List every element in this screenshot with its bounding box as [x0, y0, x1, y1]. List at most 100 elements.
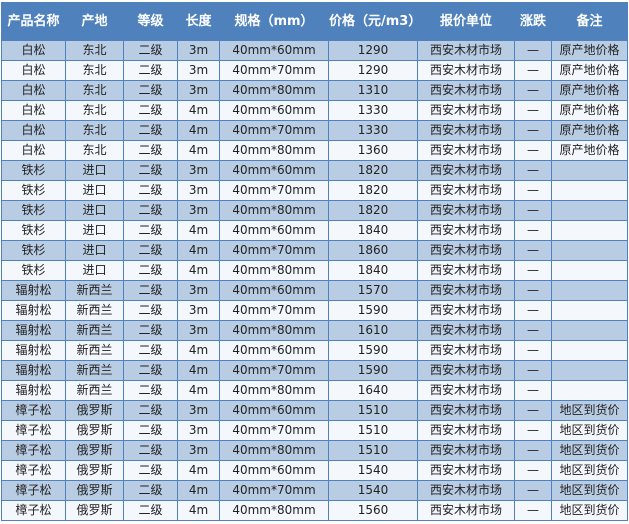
cell-origin: 东北 [65, 140, 124, 161]
cell-grade: 二级 [123, 340, 178, 361]
table-row: 铁杉 进口 二级 3m 40mm*80mm 1820 西安木材市场 — [1, 200, 628, 221]
cell-quote-unit: 西安木材市场 [417, 180, 515, 201]
cell-quote-unit: 西安木材市场 [417, 340, 515, 361]
cell-origin: 新西兰 [65, 340, 124, 361]
cell-change: — [514, 400, 552, 421]
table-row: 白松 东北 二级 3m 40mm*80mm 1310 西安木材市场 — 原产地价格 [1, 80, 628, 101]
cell-spec: 40mm*60mm [219, 460, 329, 481]
cell-quote-unit: 西安木材市场 [417, 320, 515, 341]
cell-product-name: 辐射松 [1, 280, 66, 301]
cell-length: 3m [177, 80, 220, 101]
cell-change: — [514, 340, 552, 361]
cell-remarks: 原产地价格 [551, 80, 628, 101]
table-row: 樟子松 俄罗斯 二级 4m 40mm*60mm 1540 西安木材市场 — 地区到货价 [1, 460, 628, 481]
table-row: 樟子松 俄罗斯 二级 4m 40mm*80mm 1560 西安木材市场 — 地区到货价 [1, 500, 628, 521]
cell-origin: 进口 [65, 200, 124, 221]
header-grade: 等级 [123, 2, 178, 41]
cell-change: — [514, 280, 552, 301]
cell-price: 1820 [328, 200, 418, 221]
cell-price: 1570 [328, 280, 418, 301]
cell-spec: 40mm*80mm [219, 200, 329, 221]
cell-product-name: 樟子松 [1, 500, 66, 521]
table-row: 樟子松 俄罗斯 二级 3m 40mm*80mm 1510 西安木材市场 — 地区到货价 [1, 440, 628, 461]
cell-product-name: 铁杉 [1, 220, 66, 241]
cell-remarks [551, 160, 628, 181]
table-row: 铁杉 进口 二级 4m 40mm*70mm 1860 西安木材市场 — [1, 240, 628, 261]
header-quote-unit: 报价单位 [417, 2, 515, 41]
cell-product-name: 白松 [1, 140, 66, 161]
cell-spec: 40mm*80mm [219, 500, 329, 521]
cell-change: — [514, 140, 552, 161]
cell-length: 3m [177, 320, 220, 341]
cell-price: 1510 [328, 400, 418, 421]
cell-remarks: 原产地价格 [551, 60, 628, 81]
cell-quote-unit: 西安木材市场 [417, 60, 515, 81]
header-price: 价格（元/m3） [328, 2, 418, 41]
cell-change: — [514, 300, 552, 321]
table-row: 白松 东北 二级 4m 40mm*70mm 1330 西安木材市场 — 原产地价格 [1, 120, 628, 141]
cell-length: 4m [177, 500, 220, 521]
cell-quote-unit: 西安木材市场 [417, 440, 515, 461]
cell-price: 1820 [328, 180, 418, 201]
cell-length: 4m [177, 140, 220, 161]
cell-change: — [514, 40, 552, 61]
cell-product-name: 铁杉 [1, 200, 66, 221]
header-product-name: 产品名称 [1, 2, 66, 41]
cell-quote-unit: 西安木材市场 [417, 280, 515, 301]
table-row: 白松 东北 二级 3m 40mm*70mm 1290 西安木材市场 — 原产地价格 [1, 60, 628, 81]
cell-price: 1290 [328, 60, 418, 81]
cell-product-name: 樟子松 [1, 440, 66, 461]
cell-origin: 俄罗斯 [65, 500, 124, 521]
cell-remarks [551, 300, 628, 321]
table-row: 辐射松 新西兰 二级 4m 40mm*80mm 1640 西安木材市场 — [1, 380, 628, 401]
cell-remarks [551, 260, 628, 281]
cell-quote-unit: 西安木材市场 [417, 480, 515, 501]
cell-spec: 40mm*60mm [219, 100, 329, 121]
cell-product-name: 樟子松 [1, 480, 66, 501]
cell-product-name: 辐射松 [1, 380, 66, 401]
cell-grade: 二级 [123, 300, 178, 321]
cell-remarks: 地区到货价 [551, 460, 628, 481]
cell-price: 1640 [328, 380, 418, 401]
cell-grade: 二级 [123, 480, 178, 501]
cell-grade: 二级 [123, 260, 178, 281]
table-row: 辐射松 新西兰 二级 4m 40mm*60mm 1590 西安木材市场 — [1, 340, 628, 361]
cell-grade: 二级 [123, 160, 178, 181]
cell-origin: 俄罗斯 [65, 440, 124, 461]
cell-product-name: 辐射松 [1, 360, 66, 381]
cell-origin: 进口 [65, 240, 124, 261]
cell-price: 1310 [328, 80, 418, 101]
cell-quote-unit: 西安木材市场 [417, 100, 515, 121]
table-row: 铁杉 进口 二级 3m 40mm*60mm 1820 西安木材市场 — [1, 160, 628, 181]
cell-product-name: 白松 [1, 120, 66, 141]
header-row: 产品名称 产地 等级 长度 规格（mm） 价格（元/m3） 报价单位 涨跌 备注 [1, 2, 628, 41]
cell-price: 1330 [328, 120, 418, 141]
cell-remarks: 地区到货价 [551, 480, 628, 501]
cell-change: — [514, 220, 552, 241]
header-length: 长度 [177, 2, 220, 41]
cell-origin: 新西兰 [65, 300, 124, 321]
cell-quote-unit: 西安木材市场 [417, 500, 515, 521]
cell-change: — [514, 480, 552, 501]
cell-length: 4m [177, 360, 220, 381]
cell-spec: 40mm*60mm [219, 280, 329, 301]
cell-length: 3m [177, 180, 220, 201]
cell-origin: 俄罗斯 [65, 480, 124, 501]
cell-product-name: 铁杉 [1, 260, 66, 281]
cell-origin: 进口 [65, 160, 124, 181]
cell-origin: 东北 [65, 60, 124, 81]
cell-spec: 40mm*80mm [219, 320, 329, 341]
table-row: 白松 东北 二级 4m 40mm*80mm 1360 西安木材市场 — 原产地价格 [1, 140, 628, 161]
cell-price: 1540 [328, 460, 418, 481]
cell-length: 3m [177, 420, 220, 441]
cell-length: 3m [177, 160, 220, 181]
cell-quote-unit: 西安木材市场 [417, 260, 515, 281]
cell-product-name: 白松 [1, 100, 66, 121]
cell-grade: 二级 [123, 60, 178, 81]
cell-length: 3m [177, 300, 220, 321]
cell-product-name: 樟子松 [1, 420, 66, 441]
cell-quote-unit: 西安木材市场 [417, 220, 515, 241]
cell-price: 1840 [328, 260, 418, 281]
cell-product-name: 辐射松 [1, 300, 66, 321]
